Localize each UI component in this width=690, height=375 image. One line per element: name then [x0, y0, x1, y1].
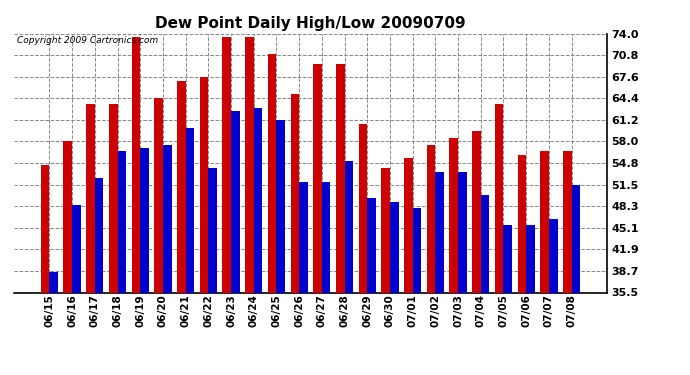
Bar	[63, 141, 72, 375]
Bar	[359, 124, 367, 375]
Bar	[231, 111, 239, 375]
Bar	[132, 37, 140, 375]
Bar	[571, 185, 580, 375]
Text: Copyright 2009 Cartronics.com: Copyright 2009 Cartronics.com	[17, 36, 158, 45]
Bar	[95, 178, 103, 375]
Bar	[268, 54, 277, 375]
Bar	[504, 225, 512, 375]
Bar	[413, 209, 422, 375]
Bar	[72, 205, 81, 375]
Bar	[481, 195, 489, 375]
Bar	[390, 202, 399, 375]
Bar	[109, 104, 117, 375]
Bar	[177, 81, 186, 375]
Bar	[367, 198, 376, 375]
Bar	[199, 77, 208, 375]
Bar	[208, 168, 217, 375]
Bar	[277, 120, 285, 375]
Bar	[495, 104, 504, 375]
Bar	[526, 225, 535, 375]
Bar	[426, 145, 435, 375]
Bar	[322, 182, 331, 375]
Bar	[549, 219, 558, 375]
Bar	[41, 165, 50, 375]
Bar	[344, 162, 353, 375]
Bar	[563, 152, 571, 375]
Bar	[86, 104, 95, 375]
Title: Dew Point Daily High/Low 20090709: Dew Point Daily High/Low 20090709	[155, 16, 466, 31]
Bar	[117, 152, 126, 375]
Bar	[186, 128, 195, 375]
Bar	[290, 94, 299, 375]
Bar	[435, 171, 444, 375]
Bar	[382, 168, 390, 375]
Bar	[254, 108, 262, 375]
Bar	[222, 37, 231, 375]
Bar	[458, 171, 466, 375]
Bar	[540, 152, 549, 375]
Bar	[404, 158, 413, 375]
Bar	[313, 64, 322, 375]
Bar	[50, 272, 58, 375]
Bar	[336, 64, 344, 375]
Bar	[449, 138, 458, 375]
Bar	[163, 145, 172, 375]
Bar	[140, 148, 149, 375]
Bar	[245, 37, 254, 375]
Bar	[518, 155, 526, 375]
Bar	[155, 98, 163, 375]
Bar	[299, 182, 308, 375]
Bar	[472, 131, 481, 375]
